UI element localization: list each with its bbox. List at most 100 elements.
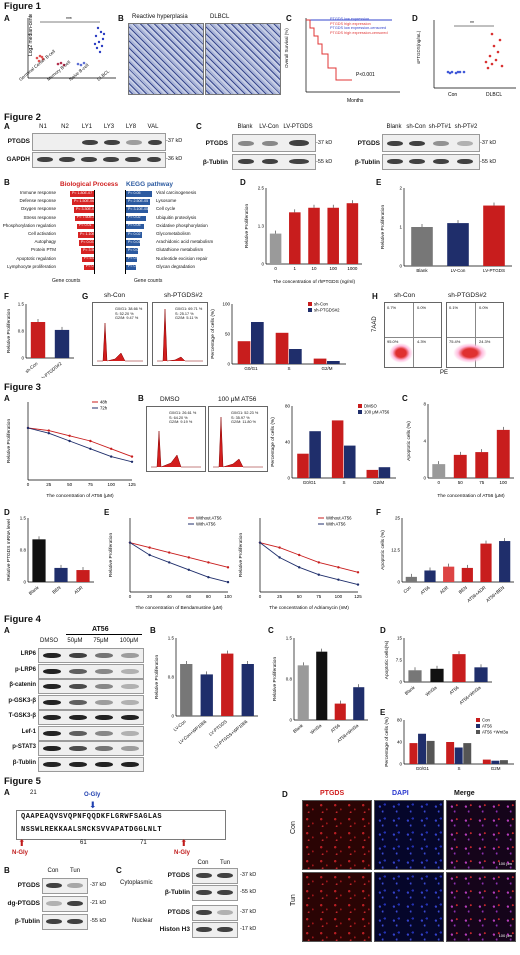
bar xyxy=(309,431,321,478)
band xyxy=(121,699,139,705)
panel-label: B xyxy=(150,626,156,635)
f2b-kegg-term: Lysosome xyxy=(156,198,177,204)
panel-label: A xyxy=(4,122,10,131)
legend-label: DMSO xyxy=(364,404,378,409)
band xyxy=(43,761,61,767)
f5b-blot-dgptgds xyxy=(42,896,88,912)
f3c-bar-chart: 0 4 8 0 50 75 100 Apoptotic cells (%) The concen… xyxy=(406,402,514,498)
band xyxy=(69,715,87,720)
panel-label: A xyxy=(4,626,10,635)
x-tick-label: 1 xyxy=(294,266,297,271)
y-tick-label: 0 xyxy=(287,476,290,481)
y-tick-label: 2 xyxy=(399,186,402,191)
f5a-pos71: 71 xyxy=(140,840,147,846)
f2b-kegg-bar xyxy=(126,232,142,238)
f2b-bp-title: Biological Process xyxy=(60,181,119,188)
band xyxy=(95,715,113,720)
f2e-bar-chart: 0 1 2 Blank LV-Con LV-PTGDS Relative Prolifera… xyxy=(380,186,512,273)
data-point xyxy=(187,568,190,571)
series-line xyxy=(259,542,359,573)
y-tick-label: 0 xyxy=(399,680,402,685)
bar xyxy=(237,341,251,364)
x-tick-label: 0 xyxy=(27,482,30,487)
x-tick-label: LV-PTGDS xyxy=(483,268,505,273)
f2b-bp-term: Apoptotic regulation xyxy=(16,255,56,261)
x-tick-label: ADR xyxy=(439,584,450,594)
band xyxy=(69,684,87,689)
legend-label: Without AT56 xyxy=(326,516,352,521)
bar xyxy=(463,743,472,764)
bar xyxy=(461,567,473,582)
f3e-line-chart-adr: 0 25 50 75 100 125 Relative Proliferation The c… xyxy=(238,516,362,611)
f2c-lane: sh-PT#2 xyxy=(454,124,478,130)
bar xyxy=(289,349,302,364)
y-tick-label: 0 xyxy=(289,718,292,723)
x-tick-label: S xyxy=(457,766,460,771)
panel-label: C xyxy=(196,122,202,131)
panel-label: H xyxy=(372,292,378,301)
f5a-seq2: NSSWLREKKAALSMCKSVVAPATDGGLNLT xyxy=(21,826,163,834)
data-point xyxy=(337,566,340,569)
y-tick-label: 0 xyxy=(399,264,402,269)
series-line xyxy=(27,427,133,463)
y-axis-label: Apoptotic cells(%) xyxy=(384,640,390,679)
f5c-kd: -37 kD xyxy=(240,909,257,915)
f2a-row: GAPDH xyxy=(6,156,30,163)
x-tick-label: ADR xyxy=(73,584,84,594)
f2b-kegg-term: Viral carcinogenesis xyxy=(156,190,197,195)
x-tick-label: AT56+BEN xyxy=(485,585,505,603)
f2b-bp-bar xyxy=(82,256,94,263)
f2b-kegg-p: P= 0.05 xyxy=(128,264,141,269)
x-tick-label: 100 xyxy=(329,266,337,271)
f4a-blot xyxy=(38,756,144,772)
band xyxy=(121,668,139,674)
x-tick-label: Blank xyxy=(416,268,428,273)
data-point xyxy=(89,447,92,450)
f2h-ylabel: 7AAD xyxy=(372,316,378,332)
bar xyxy=(221,653,234,716)
bar xyxy=(54,329,70,358)
f2b-kegg-term: Ubiquitin proteolysis xyxy=(156,214,197,220)
data-point xyxy=(356,583,360,586)
x-tick-label: AT56+ADR xyxy=(466,584,487,603)
bar xyxy=(499,760,508,764)
f2b-kegg-bar xyxy=(126,207,148,213)
f5a-pos61: 61 xyxy=(80,840,87,846)
f2b-kegg-p: P= 3.10E-05 xyxy=(128,206,149,211)
x-tick-label: G2/M xyxy=(321,366,332,371)
bar xyxy=(331,420,344,478)
bar xyxy=(474,667,488,682)
f2g-histogram-shcon: G0/G1: 38.66 % S: 52.20 % G2/M: 9.47 % xyxy=(92,302,148,366)
f2b-enrichment-chart: Immune response P= 1.80E-07 Defense respon… xyxy=(3,190,224,276)
f2b-bp-bar xyxy=(79,240,94,246)
y-axis-label: Relative Proliferation xyxy=(380,205,386,250)
f5c-row: Histon H3 xyxy=(159,926,190,933)
f1a-xaxis: Germinal Center B-cell Memory B-cell Nai… xyxy=(8,49,118,100)
data-point xyxy=(226,566,230,569)
f2b-bp-p: P= 0.01 xyxy=(79,223,92,228)
bar xyxy=(411,227,433,266)
data-point xyxy=(110,447,113,450)
f2b-bp-p: P= 0.03 xyxy=(81,239,94,244)
f1b-title1: Reactive hyperplasia xyxy=(132,14,188,20)
legend-swatch xyxy=(476,730,480,734)
f5a-ngly-label1: N-Gly xyxy=(12,850,29,856)
bar xyxy=(346,203,359,264)
bar xyxy=(430,668,444,682)
f5c-row: PTGDS xyxy=(167,872,190,879)
f2a-kd: -37 kD xyxy=(166,138,183,144)
figure-3-title: Figure 3 xyxy=(4,382,41,393)
x-tick-label: 1000 xyxy=(347,266,358,271)
f2b-bp-p: P= 0.03 xyxy=(86,264,99,269)
f1b-title2: DLBCL xyxy=(210,14,230,20)
legend-swatch xyxy=(476,718,480,722)
f4a-blot xyxy=(38,694,144,710)
panel-label: B xyxy=(4,178,10,187)
bar xyxy=(408,670,422,682)
x-tick-label: AT56+Wnt3a xyxy=(458,685,482,706)
series-line xyxy=(129,542,229,583)
f2b-bp-bar xyxy=(78,232,94,238)
down-arrow-icon: ⬇ xyxy=(89,800,97,810)
x-tick-label: Wnt3a xyxy=(424,685,438,698)
